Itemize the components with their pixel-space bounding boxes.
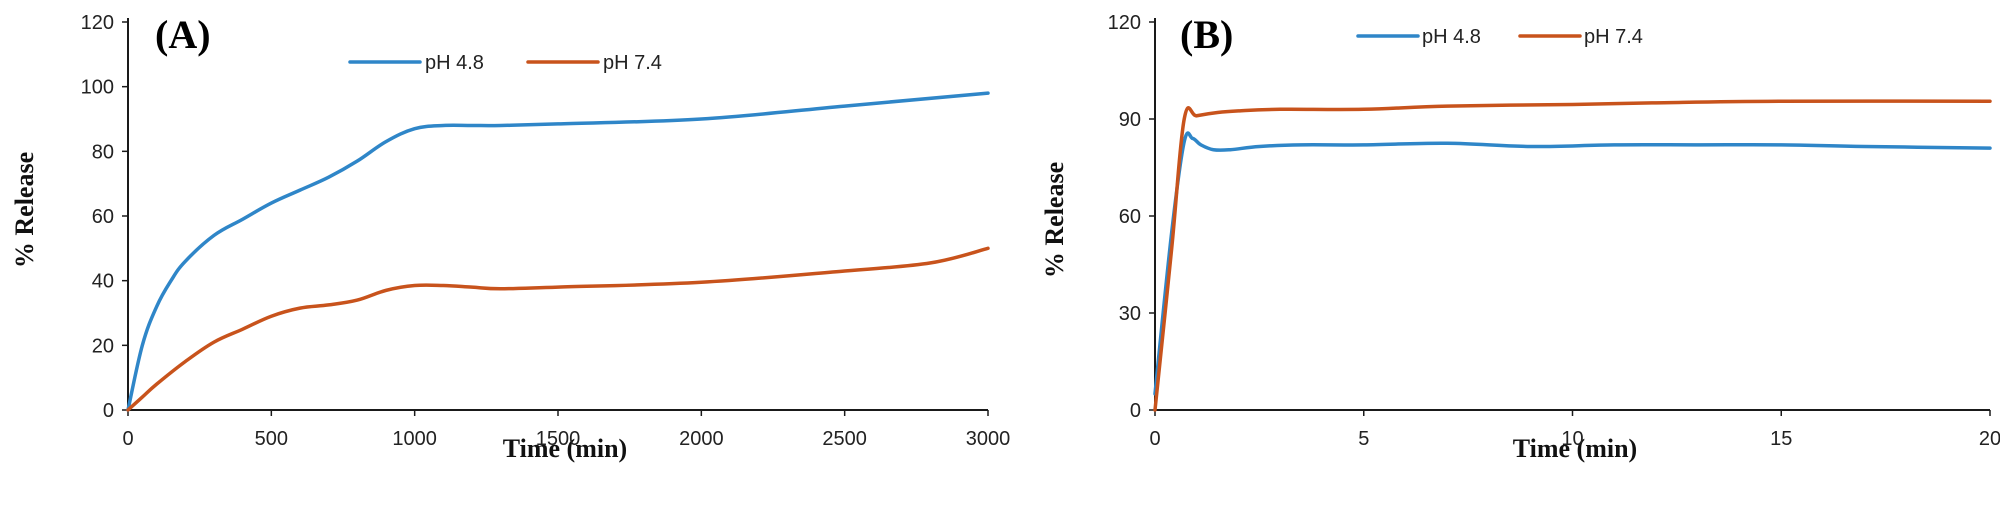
x-tick-label: 3000 bbox=[966, 428, 1011, 450]
x-tick-label: 0 bbox=[1149, 428, 1160, 450]
x-tick-label: 0 bbox=[122, 428, 133, 450]
y-tick-label: 40 bbox=[92, 271, 114, 293]
y-tick-label: 80 bbox=[92, 141, 114, 163]
y-axis-title-a: % Release bbox=[10, 152, 39, 268]
y-tick-label: 60 bbox=[1119, 206, 1141, 228]
legend-label-ph48: pH 4.8 bbox=[425, 52, 484, 74]
series-line-ph74 bbox=[1153, 99, 1992, 412]
x-tick-label: 1000 bbox=[392, 428, 437, 450]
x-axis-title-b: Time (min) bbox=[1513, 434, 1637, 463]
panel-label-b: (B) bbox=[1180, 12, 1233, 57]
x-axis-title-a: Time (min) bbox=[503, 434, 627, 463]
y-tick-label: 120 bbox=[1108, 12, 1141, 34]
x-tick-label: 10 bbox=[1561, 428, 1583, 450]
x-tick-label: 20 bbox=[1979, 428, 2000, 450]
x-tick-label: 15 bbox=[1770, 428, 1792, 450]
x-tick-label: 2500 bbox=[822, 428, 867, 450]
chart-panel-a: (A) pH 4.8 pH 7.4 % Release Time (min) 0… bbox=[10, 12, 1010, 463]
legend-label-ph48: pH 4.8 bbox=[1422, 26, 1481, 48]
x-tick-label: 500 bbox=[255, 428, 288, 450]
y-tick-label: 120 bbox=[81, 12, 114, 34]
y-tick-label: 100 bbox=[81, 77, 114, 99]
y-tick-label: 30 bbox=[1119, 303, 1141, 325]
legend-label-ph74: pH 7.4 bbox=[1584, 26, 1643, 48]
y-tick-label: 20 bbox=[92, 335, 114, 357]
legend-a: pH 4.8 pH 7.4 bbox=[348, 52, 662, 74]
y-tick-label: 0 bbox=[1130, 400, 1141, 422]
legend-b: pH 4.8 pH 7.4 bbox=[1356, 26, 1643, 48]
y-axis-title-b: % Release bbox=[1040, 162, 1069, 278]
series-line-ph48 bbox=[1153, 131, 1992, 396]
x-tick-label: 1500 bbox=[536, 428, 581, 450]
x-tick-label: 2000 bbox=[679, 428, 724, 450]
y-tick-label: 0 bbox=[103, 400, 114, 422]
panel-label-a: (A) bbox=[155, 12, 211, 57]
y-tick-label: 90 bbox=[1119, 109, 1141, 131]
y-tick-label: 60 bbox=[92, 206, 114, 228]
legend-label-ph74: pH 7.4 bbox=[603, 52, 662, 74]
x-tick-label: 5 bbox=[1358, 428, 1369, 450]
series-line-ph48 bbox=[126, 91, 990, 412]
series-line-ph74 bbox=[126, 246, 990, 412]
chart-panel-b: (B) pH 4.8 pH 7.4 % Release Time (min) 0… bbox=[1040, 12, 2000, 463]
